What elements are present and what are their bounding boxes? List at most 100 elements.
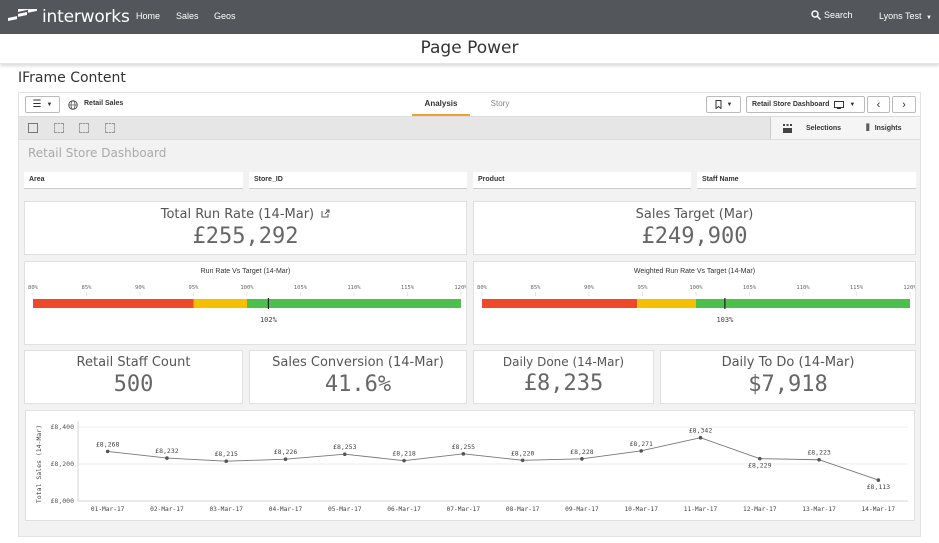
gauge-value-label: 103% [716, 316, 734, 324]
x-tick-label: 08-Mar-17 [506, 506, 540, 513]
search-button[interactable]: Search [811, 10, 853, 20]
bookmarks-button[interactable]: ▼ [706, 96, 741, 113]
kpi-daily-to-do: Daily To Do (14-Mar) $7,918 [660, 350, 916, 404]
kpi-total-run-rate-value: £255,292 [192, 224, 299, 249]
nav-link-sales[interactable]: Sales [176, 11, 199, 21]
data-point[interactable] [639, 449, 644, 453]
step-forward-icon[interactable] [79, 123, 89, 133]
data-point[interactable] [165, 456, 169, 460]
gauge-segment [637, 299, 696, 308]
data-point[interactable] [520, 458, 525, 463]
page-title: Page Power [420, 38, 519, 58]
y-axis-title: Total Sales (14-Mar) [35, 425, 43, 503]
data-point[interactable] [461, 452, 466, 456]
filter-product[interactable]: Product [473, 172, 691, 189]
caret-down-icon: ▼ [849, 101, 856, 108]
kpi-sales-target-label: Sales Target (Mar) [635, 207, 754, 222]
previous-sheet-button[interactable]: ‹ [867, 96, 890, 113]
gauge-tick-label: 85% [531, 285, 542, 291]
data-point[interactable] [342, 452, 347, 456]
data-label: £8,253 [333, 443, 357, 451]
x-tick-label: 01-Mar-17 [91, 506, 125, 513]
gauge-run-rate-title: Run Rate Vs Target (14-Mar) [200, 268, 291, 275]
filter-staff-name[interactable]: Staff Name [697, 172, 916, 189]
data-point[interactable] [580, 457, 584, 461]
section-title: IFrame Content [18, 70, 126, 86]
data-point[interactable] [224, 459, 229, 464]
line-chart-svg: £8,000 £8,200 £8,400 Total Sales (14-Mar) £8… [35, 421, 908, 513]
gauge-tick-label: 105% [743, 285, 757, 291]
x-tick-label: 13-Mar-17 [802, 506, 836, 513]
user-menu[interactable]: Lyons Test ▼ [879, 11, 932, 21]
data-point[interactable] [402, 458, 406, 463]
y-tick-label: £8,000 [51, 497, 75, 505]
search-icon [811, 10, 821, 20]
interworks-logo[interactable]: interworks [8, 6, 130, 28]
sheet-icon [834, 100, 845, 109]
gauge-run-rate-chart: 80% 85% 90% 95% 100% 105% 110% 115% 120% 102% [28, 285, 466, 324]
gauge-tick-label: 100% [689, 285, 703, 291]
data-label: £8,215 [214, 450, 238, 458]
global-menu-button[interactable]: ☰ ▼ [25, 96, 60, 113]
nav-link-geos[interactable]: Geos [214, 11, 236, 21]
selections-label: Selections [806, 125, 842, 132]
gauge-weighted-run-rate-title: Weighted Run Rate Vs Target (14-Mar) [633, 268, 756, 275]
daily-sales-line-chart: £8,000 £8,200 £8,400 Total Sales (14-Mar) £8… [25, 410, 915, 521]
insights-icon: ⫼ [866, 123, 870, 132]
data-label: £8,229 [748, 462, 772, 470]
data-point[interactable] [757, 456, 762, 461]
gauge-tick-label: 105% [294, 285, 308, 291]
selections-button[interactable]: Selections [783, 124, 841, 133]
step-back-icon[interactable] [54, 123, 64, 133]
data-point[interactable] [283, 457, 288, 461]
x-tick-label: 09-Mar-17 [565, 506, 599, 513]
data-point[interactable] [817, 457, 821, 462]
bookmark-icon [715, 100, 722, 109]
insights-button[interactable]: ⫼ Insights [866, 123, 902, 133]
insights-label: Insights [874, 124, 902, 132]
series-line [107, 437, 879, 481]
filter-store-id[interactable]: Store_ID [249, 172, 467, 189]
gauge-tick-label: 95% [189, 285, 200, 291]
kpi-sales-conversion: Sales Conversion (14-Mar) 41.6% [249, 350, 467, 404]
data-label: £8,228 [570, 448, 594, 456]
clear-selections-icon[interactable] [105, 123, 115, 133]
nav-link-home[interactable]: Home [136, 11, 161, 21]
next-sheet-button[interactable]: › [892, 96, 916, 113]
kpi-retail-staff-count-value: 500 [113, 372, 154, 397]
chevron-right-icon: › [902, 98, 906, 111]
smart-search-icon[interactable] [28, 123, 38, 133]
sheet-selector[interactable]: Retail Store Dashboard ▼ [746, 96, 865, 113]
x-tick-label: 04-Mar-17 [269, 506, 303, 513]
kpi-sales-conversion-value: 41.6% [324, 372, 392, 397]
chevron-left-icon: ‹ [876, 98, 881, 111]
iframe-content: ☰ ▼ Retail Sales Analysis Story ▼ Retail… [18, 92, 921, 537]
external-link-icon[interactable] [321, 209, 330, 218]
data-label: £8,342 [689, 427, 713, 435]
data-point[interactable] [876, 478, 881, 482]
gauge-tick-label: 110% [347, 285, 361, 291]
gauge-value-label: 102% [260, 316, 278, 324]
kpi-daily-to-do-value: $7,918 [748, 372, 828, 397]
gauge-tick-label: 100% [240, 285, 254, 291]
x-tick-label: 06-Mar-17 [387, 506, 421, 513]
data-point[interactable] [698, 435, 703, 440]
kpi-sales-target-value: £249,900 [641, 224, 748, 249]
data-label: £8,218 [392, 450, 416, 458]
globe-icon [68, 100, 78, 110]
gauge-tick-label: 95% [638, 285, 649, 291]
caret-down-icon: ▼ [926, 15, 932, 21]
selections-icon [783, 124, 792, 133]
kpi-total-run-rate: Total Run Rate (14-Mar) £255,292 [24, 201, 467, 255]
interworks-logo-icon [8, 9, 37, 21]
tab-analysis[interactable]: Analysis [412, 99, 470, 116]
x-tick-label: 14-Mar-17 [862, 506, 896, 513]
x-tick-label: 02-Mar-17 [150, 506, 184, 513]
sheet-name: Retail Store Dashboard [752, 101, 830, 108]
kpi-total-run-rate-label: Total Run Rate (14-Mar) [160, 207, 315, 222]
data-label: £8,255 [452, 443, 476, 451]
y-tick-label: £8,400 [51, 423, 75, 431]
data-point[interactable] [105, 449, 110, 454]
filter-area[interactable]: Area [24, 172, 243, 189]
tab-story[interactable]: Story [490, 99, 510, 108]
